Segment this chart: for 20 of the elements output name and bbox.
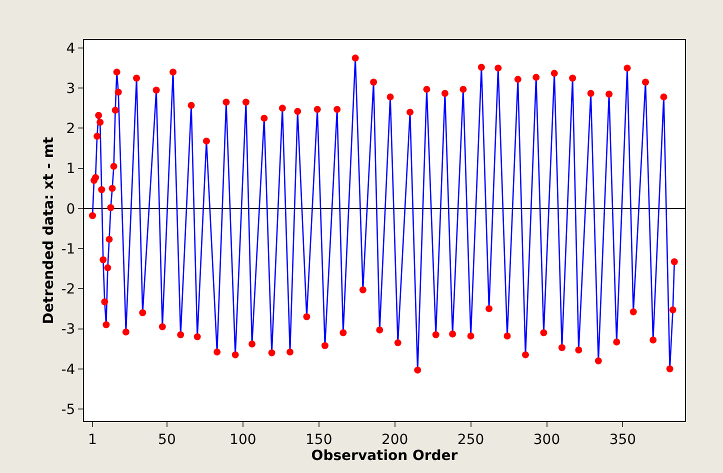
y-tick-label: 0 — [66, 201, 76, 218]
x-tick-label: 200 — [381, 432, 408, 448]
y-axis-title: Detrended data: xt - mt — [40, 136, 57, 324]
x-tick-label: 250 — [457, 432, 484, 448]
x-tick-label: 300 — [533, 432, 560, 448]
y-tick-label: 1 — [66, 161, 76, 178]
y-tick-label: -1 — [61, 241, 76, 258]
x-tick-label: 50 — [158, 432, 176, 448]
x-tick-label: 100 — [230, 432, 256, 448]
y-tick-label: -3 — [61, 322, 76, 338]
y-tick-label: -4 — [61, 362, 76, 378]
y-tick-label: -2 — [61, 282, 76, 298]
y-tick-label: 4 — [66, 40, 76, 57]
x-tick-label: 350 — [609, 432, 636, 448]
x-axis-title: Observation Order — [311, 448, 458, 464]
y-tick-label: 3 — [66, 81, 76, 98]
y-tick-label: -5 — [61, 402, 76, 418]
y-tick-label: 2 — [66, 121, 76, 138]
x-tick-label: 150 — [306, 432, 332, 448]
x-tick-label: 1 — [88, 432, 97, 448]
